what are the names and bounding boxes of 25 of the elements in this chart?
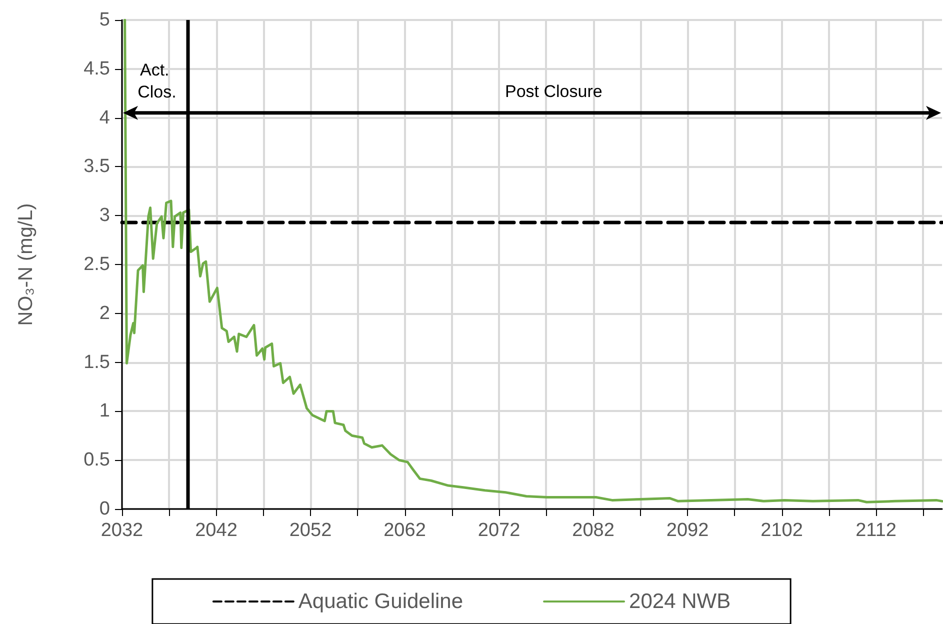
annotation: Act. Clos. [138, 60, 176, 102]
y-tick-label: 3 [99, 205, 110, 226]
legend-label: 2024 NWB [629, 590, 731, 613]
x-tick-label: 2032 [100, 520, 144, 541]
y-tick-label: 4 [99, 107, 110, 128]
annotation: Post Closure [504, 82, 602, 101]
y-tick-label: 2 [99, 302, 110, 324]
x-tick-label: 2062 [384, 520, 426, 541]
y-tick-label: 1.5 [84, 352, 110, 373]
x-tick-label: 2102 [760, 520, 803, 541]
y-tick-label: 5 [99, 10, 110, 30]
x-tick-label: 2112 [856, 520, 896, 541]
y-tick-label: 1 [99, 400, 110, 422]
y-tick-label: 0.5 [84, 450, 110, 471]
x-tick-label: 2072 [478, 520, 520, 541]
x-tick-label: 2092 [666, 520, 709, 541]
y-tick-label: 3.5 [84, 156, 110, 178]
y-tick-label: 0 [99, 498, 110, 520]
x-tick-label: 2082 [572, 520, 614, 541]
x-tick-label: 2052 [289, 520, 332, 541]
legend-label: Aquatic Guideline [298, 590, 464, 613]
y-tick-label: 4.5 [84, 58, 110, 80]
y-tick-label: 2.5 [84, 254, 110, 275]
y-axis-title: NO₃-N (mg/L) [15, 203, 37, 326]
x-tick-label: 2042 [195, 520, 238, 541]
